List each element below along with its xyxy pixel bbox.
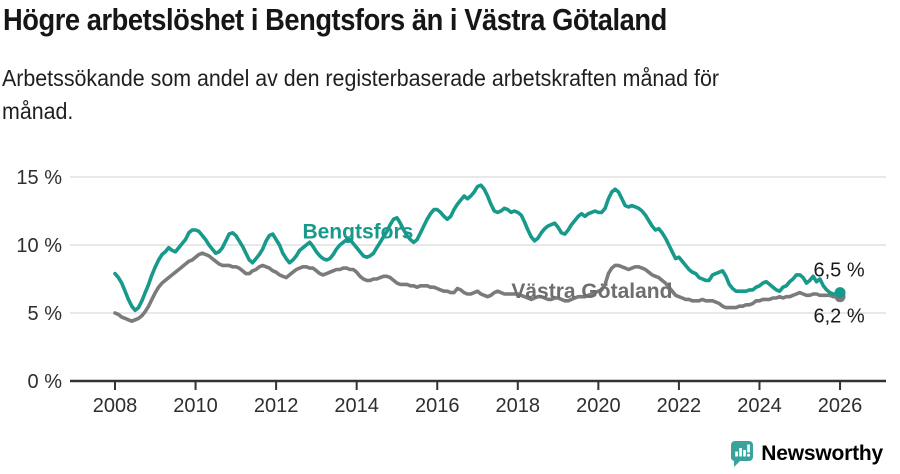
newsworthy-brand-text: Newsworthy [761,442,883,465]
x-tick-label: 2016 [415,395,460,417]
x-tick-label: 2018 [496,395,541,417]
y-tick-label: 10 % [16,235,62,257]
x-tick-label: 2010 [173,395,218,417]
x-tick-label: 2022 [657,395,702,417]
logo-bar-2 [739,448,743,457]
series-label-bengtsfors: Bengtsfors [302,220,413,243]
series-line-bengtsfors [113,183,842,313]
end-value-label: 6,2 % [813,306,864,328]
logo-bar-1 [735,451,739,457]
end-value-label: 6,5 % [813,260,864,282]
series-line-v-stra-g-taland [113,251,842,324]
page-title: Högre arbetslöshet i Bengtsfors än i Väs… [3,2,667,37]
x-tick-label: 2008 [93,395,138,417]
y-tick-label: 0 % [28,371,63,393]
x-tick-label: 2026 [818,395,863,417]
newsworthy-logo-icon [731,441,754,467]
newsworthy-brand[interactable]: Newsworthy [730,440,883,468]
chart-subtitle: Arbetssökande som andel av den registerb… [2,65,719,125]
x-tick-label: 2020 [576,395,621,417]
logo-exclamation-dot [747,453,751,457]
x-tick-label: 2012 [254,395,299,417]
y-tick-label: 5 % [28,303,63,325]
logo-bar-3 [743,450,747,457]
logo-exclamation-bar [747,444,751,453]
y-tick-label: 15 % [16,167,62,189]
series-label-v-stra-g-taland: Västra Götaland [511,280,672,303]
x-tick-label: 2014 [334,395,379,417]
series-end-dot [834,287,846,299]
x-tick-label: 2024 [737,395,782,417]
